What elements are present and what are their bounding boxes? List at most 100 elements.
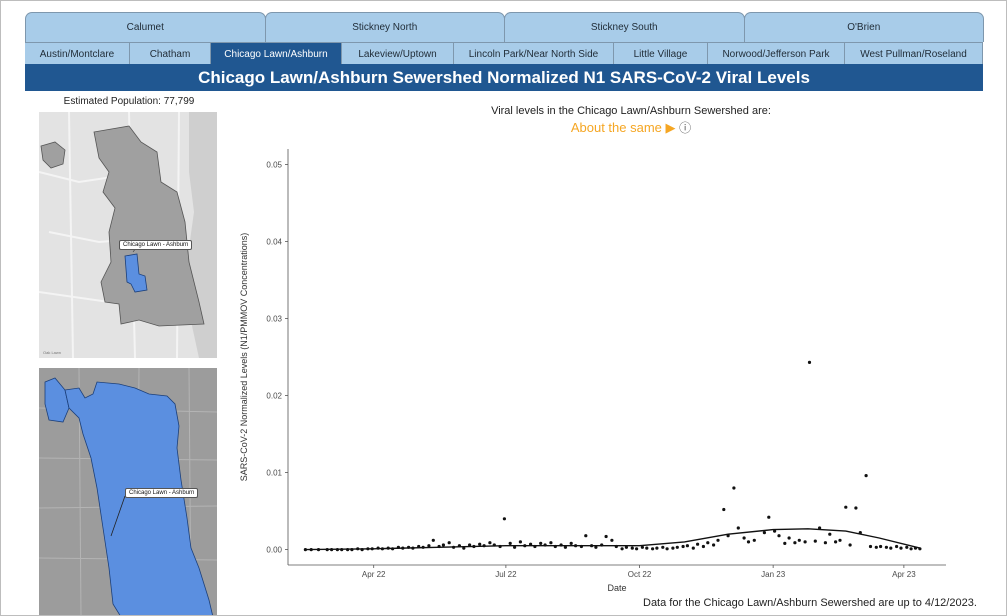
data-point bbox=[620, 547, 624, 551]
data-point bbox=[468, 543, 472, 547]
data-point bbox=[675, 545, 679, 549]
data-point bbox=[661, 545, 665, 549]
overview-map-label: Chicago Lawn - Ashburn bbox=[119, 240, 193, 250]
data-point bbox=[807, 360, 812, 364]
data-point bbox=[742, 536, 746, 540]
data-point bbox=[899, 546, 903, 550]
data-point bbox=[431, 538, 435, 542]
data-point bbox=[437, 544, 441, 549]
data-point bbox=[569, 541, 573, 545]
data-point bbox=[838, 538, 842, 542]
data-point bbox=[594, 545, 598, 549]
tab-stickney-south[interactable]: Stickney South bbox=[504, 12, 745, 42]
data-point bbox=[691, 546, 695, 550]
x-tick-label: Apr 22 bbox=[362, 570, 386, 579]
data-point bbox=[913, 546, 918, 550]
tab-chicago-lawn-ashburn[interactable]: Chicago Lawn/Ashburn bbox=[211, 43, 342, 65]
data-point bbox=[590, 544, 594, 548]
data-point bbox=[360, 548, 364, 552]
data-point bbox=[584, 534, 588, 538]
data-point bbox=[600, 543, 604, 547]
estimated-population: Estimated Population: 77,799 bbox=[63, 96, 195, 107]
detail-map[interactable]: Chicago Lawn - Ashburn bbox=[39, 368, 217, 615]
tab-west-pullman-roseland[interactable]: West Pullman/Roseland bbox=[845, 43, 983, 65]
data-point bbox=[635, 547, 639, 551]
data-point bbox=[803, 540, 807, 544]
data-point bbox=[813, 539, 817, 543]
data-point bbox=[579, 544, 583, 549]
data-point bbox=[828, 532, 832, 536]
data-point bbox=[325, 548, 329, 552]
data-point bbox=[457, 544, 461, 548]
tab-obrien[interactable]: O'Brien bbox=[743, 12, 984, 42]
tab-lincoln-park-near-north-side[interactable]: Lincoln Park/Near North Side bbox=[454, 43, 614, 65]
data-point bbox=[640, 545, 644, 549]
data-point bbox=[848, 543, 852, 547]
data-point bbox=[630, 546, 634, 550]
data-point bbox=[407, 545, 411, 549]
data-point bbox=[823, 541, 828, 545]
tab-little-village[interactable]: Little Village bbox=[614, 43, 708, 65]
tab-austin-montclare[interactable]: Austin/Montclare bbox=[25, 43, 130, 65]
data-point bbox=[330, 548, 334, 552]
y-tick-label: 0.04 bbox=[266, 237, 282, 246]
data-point bbox=[712, 543, 716, 547]
data-point bbox=[376, 546, 380, 550]
data-point bbox=[655, 546, 659, 550]
data-point bbox=[905, 545, 909, 549]
data-point bbox=[645, 546, 649, 550]
data-point bbox=[884, 545, 889, 549]
data-point bbox=[549, 541, 553, 545]
play-arrow-icon[interactable]: ▶ bbox=[665, 120, 676, 135]
data-point bbox=[346, 548, 350, 552]
y-tick-label: 0.05 bbox=[266, 160, 282, 169]
tab-chatham[interactable]: Chatham bbox=[130, 43, 211, 65]
tab-lakeview-uptown[interactable]: Lakeview/Uptown bbox=[342, 43, 454, 65]
data-point bbox=[854, 506, 858, 510]
page-title: Chicago Lawn/Ashburn Sewershed Normalize… bbox=[25, 64, 983, 91]
data-point bbox=[610, 538, 614, 542]
data-point bbox=[488, 541, 492, 545]
data-point bbox=[909, 547, 913, 551]
data-point bbox=[401, 546, 405, 550]
trend-line bbox=[305, 528, 921, 551]
data-point bbox=[482, 544, 486, 548]
data-point bbox=[701, 544, 705, 549]
tab-calumet[interactable]: Calumet bbox=[25, 12, 266, 42]
data-point bbox=[411, 546, 415, 550]
data-point bbox=[447, 541, 451, 545]
data-point bbox=[752, 538, 756, 542]
data-point bbox=[356, 547, 360, 551]
data-point bbox=[777, 534, 781, 538]
data-point bbox=[787, 536, 791, 540]
data-point bbox=[665, 547, 669, 551]
data-point bbox=[386, 546, 390, 550]
svg-text:Oak Lawn: Oak Lawn bbox=[43, 350, 61, 355]
data-point bbox=[427, 544, 431, 548]
data-point bbox=[685, 544, 689, 548]
sewershed-tabs: Austin/Montclare Chatham Chicago Lawn/As… bbox=[25, 42, 983, 65]
data-point bbox=[335, 548, 339, 552]
data-point bbox=[879, 544, 883, 549]
data-point bbox=[793, 541, 797, 545]
data-point bbox=[316, 548, 321, 552]
overview-map[interactable]: Oak Lawn Chicago Lawn - Ashburn bbox=[39, 112, 217, 358]
info-icon[interactable]: ⓘ bbox=[679, 121, 692, 135]
viral-level-value: About the same bbox=[570, 120, 662, 135]
data-point bbox=[818, 526, 822, 530]
data-point bbox=[706, 541, 710, 545]
detail-map-label: Chicago Lawn - Ashburn bbox=[125, 488, 199, 498]
data-point bbox=[864, 474, 868, 478]
data-point bbox=[858, 531, 862, 535]
tab-norwood-jefferson-park[interactable]: Norwood/Jefferson Park bbox=[708, 43, 845, 65]
tab-stickney-north[interactable]: Stickney North bbox=[264, 12, 505, 42]
overview-map-graphic: Oak Lawn bbox=[39, 112, 217, 358]
data-point bbox=[574, 544, 578, 548]
data-point bbox=[340, 548, 344, 552]
data-point bbox=[563, 545, 567, 549]
data-point bbox=[518, 540, 522, 544]
x-tick-label: Jul 22 bbox=[495, 570, 517, 579]
data-point bbox=[370, 547, 374, 551]
data-point bbox=[303, 548, 307, 552]
